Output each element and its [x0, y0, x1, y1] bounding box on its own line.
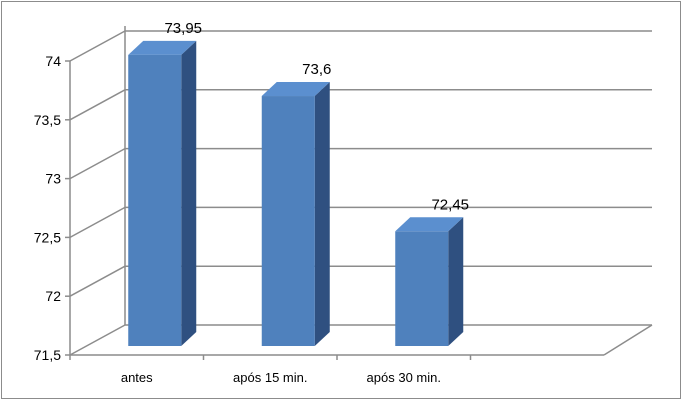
bar-side: [315, 82, 330, 346]
data-label: 73,6: [302, 61, 331, 78]
x-category-label: após 15 min.: [233, 370, 307, 385]
gridline-diagonal: [70, 90, 125, 120]
y-tick-label: 72,5: [34, 229, 61, 245]
floor-right-edge: [604, 325, 652, 355]
bar-front: [395, 231, 448, 346]
gridline-diagonal: [70, 31, 125, 61]
gridline-diagonal: [70, 325, 125, 355]
gridline-diagonal: [70, 149, 125, 179]
x-category-label: após 30 min.: [367, 370, 441, 385]
y-tick-label: 72: [45, 288, 61, 304]
y-tick-label: 73,5: [34, 112, 61, 128]
y-tick-label: 74: [45, 53, 61, 69]
data-label: 72,45: [431, 196, 469, 213]
bar-front: [262, 96, 315, 346]
y-tick-label: 73: [45, 171, 61, 187]
x-category-label: antes: [121, 370, 153, 385]
gridline-diagonal: [70, 207, 125, 237]
bar-side: [448, 217, 463, 346]
bar-side: [181, 41, 196, 346]
gridline-diagonal: [70, 266, 125, 296]
data-label: 73,95: [164, 20, 202, 37]
y-tick-label: 71,5: [34, 347, 61, 363]
bar-front: [128, 55, 181, 346]
